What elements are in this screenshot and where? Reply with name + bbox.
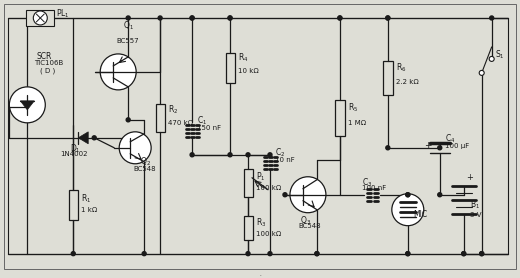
Text: R$_2$: R$_2$ (168, 104, 178, 116)
Circle shape (338, 16, 342, 20)
Circle shape (406, 193, 410, 197)
Text: R$_1$: R$_1$ (81, 192, 92, 205)
Text: Q$_2$: Q$_2$ (140, 156, 151, 168)
Circle shape (100, 54, 136, 90)
Circle shape (228, 16, 232, 20)
Text: +: + (466, 173, 473, 182)
Circle shape (268, 153, 272, 157)
Text: BC548: BC548 (298, 223, 320, 229)
Circle shape (438, 146, 442, 150)
Circle shape (438, 193, 442, 197)
Bar (244, 216, 253, 240)
Circle shape (190, 16, 194, 20)
Polygon shape (78, 132, 88, 144)
Circle shape (92, 136, 96, 140)
Circle shape (406, 193, 410, 197)
Circle shape (71, 252, 75, 256)
Text: .: . (259, 272, 261, 277)
Text: 100 µF: 100 µF (445, 143, 469, 149)
Circle shape (228, 153, 232, 157)
Text: D$_1$: D$_1$ (70, 143, 81, 155)
Text: +: + (424, 141, 431, 150)
Text: Q$_1$: Q$_1$ (123, 20, 134, 33)
Text: 100 nF: 100 nF (362, 185, 386, 191)
Bar (383, 61, 393, 95)
Bar (244, 169, 253, 197)
Circle shape (190, 16, 194, 20)
Bar (335, 100, 345, 136)
Text: S$_1$: S$_1$ (495, 49, 504, 61)
Text: BC557: BC557 (116, 38, 139, 44)
Circle shape (406, 252, 410, 256)
Text: P$_1$: P$_1$ (256, 170, 266, 183)
Circle shape (490, 16, 493, 20)
Circle shape (283, 193, 287, 197)
Circle shape (268, 252, 272, 256)
Circle shape (126, 16, 130, 20)
Circle shape (246, 252, 250, 256)
Text: MIC: MIC (413, 210, 427, 219)
Text: R$_3$: R$_3$ (256, 217, 266, 229)
Text: 470 kΩ: 470 kΩ (168, 120, 193, 126)
Text: 10 kΩ: 10 kΩ (238, 68, 259, 74)
Circle shape (386, 16, 390, 20)
Circle shape (126, 118, 130, 122)
Circle shape (479, 70, 484, 75)
Text: SCR: SCR (36, 52, 51, 61)
Circle shape (462, 252, 466, 256)
Circle shape (462, 252, 466, 256)
Circle shape (479, 252, 484, 256)
Circle shape (386, 16, 390, 20)
Circle shape (290, 177, 326, 213)
Text: R$_6$: R$_6$ (396, 62, 406, 74)
Text: 1N4002: 1N4002 (60, 151, 88, 157)
Circle shape (479, 252, 484, 256)
Text: TIC106B: TIC106B (34, 60, 63, 66)
Polygon shape (20, 101, 34, 110)
Text: C$_3$: C$_3$ (362, 177, 372, 189)
Bar (69, 190, 78, 220)
Circle shape (190, 153, 194, 157)
Text: PL$_1$: PL$_1$ (56, 8, 70, 21)
Text: 2.2 kΩ: 2.2 kΩ (396, 79, 419, 85)
Text: 100 kΩ: 100 kΩ (256, 185, 281, 191)
Text: C$_1$: C$_1$ (197, 115, 207, 127)
Text: 3 V: 3 V (470, 212, 481, 218)
Text: 10 nF: 10 nF (275, 157, 295, 163)
Circle shape (228, 16, 232, 20)
Circle shape (9, 87, 45, 123)
Circle shape (392, 194, 424, 226)
Circle shape (406, 252, 410, 256)
Text: ( D ): ( D ) (41, 68, 56, 75)
Text: C$_2$: C$_2$ (275, 147, 285, 159)
Circle shape (489, 56, 494, 61)
Circle shape (246, 153, 250, 157)
Bar (156, 104, 165, 132)
Text: C$_4$: C$_4$ (445, 133, 455, 145)
Text: Q$_3$: Q$_3$ (300, 215, 311, 227)
Text: 1 kΩ: 1 kΩ (81, 207, 97, 213)
Text: 100 kΩ: 100 kΩ (256, 231, 281, 237)
Circle shape (119, 132, 151, 164)
Circle shape (33, 11, 47, 25)
Circle shape (315, 252, 319, 256)
Bar (226, 53, 235, 83)
Circle shape (142, 252, 146, 256)
Circle shape (338, 16, 342, 20)
Circle shape (158, 16, 162, 20)
Text: R$_4$: R$_4$ (238, 52, 249, 64)
Circle shape (315, 252, 319, 256)
Circle shape (386, 146, 390, 150)
Text: R$_5$: R$_5$ (348, 101, 358, 114)
Text: 150 nF: 150 nF (197, 125, 221, 131)
Text: 1 MΩ: 1 MΩ (348, 120, 366, 126)
Text: B$_1$: B$_1$ (470, 198, 480, 211)
Bar (27, 10, 54, 26)
Text: BC548: BC548 (133, 166, 156, 172)
